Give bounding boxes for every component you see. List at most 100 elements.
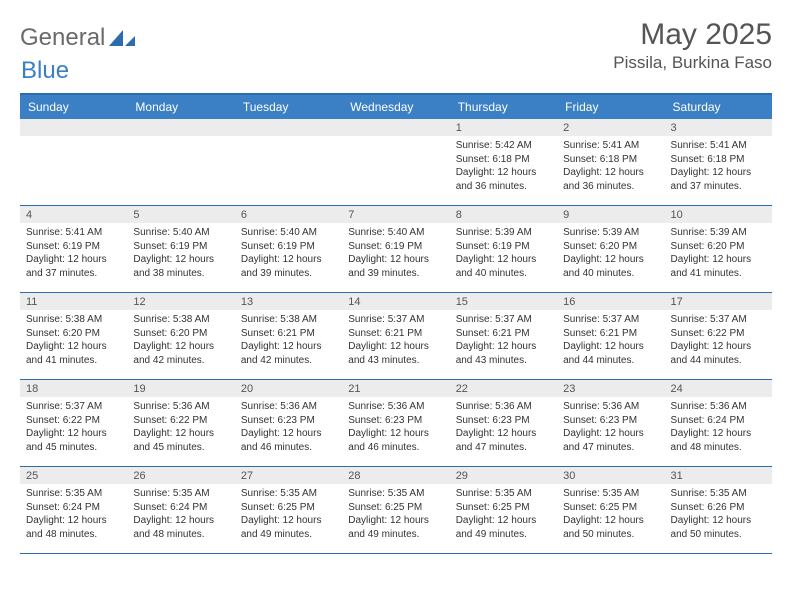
day-number: 8 — [450, 206, 557, 223]
sunrise-line: Sunrise: 5:35 AM — [671, 487, 766, 501]
sunrise-line: Sunrise: 5:37 AM — [456, 313, 551, 327]
day-number: 5 — [127, 206, 234, 223]
daylight-line: Daylight: 12 hours and 36 minutes. — [563, 166, 658, 193]
day-number: 15 — [450, 293, 557, 310]
day-cell: 21Sunrise: 5:36 AMSunset: 6:23 PMDayligh… — [342, 380, 449, 466]
sunrise-line: Sunrise: 5:36 AM — [563, 400, 658, 414]
day-number: 16 — [557, 293, 664, 310]
sunset-line: Sunset: 6:19 PM — [348, 240, 443, 254]
day-number: 10 — [665, 206, 772, 223]
sunset-line: Sunset: 6:22 PM — [26, 414, 121, 428]
day-number: 22 — [450, 380, 557, 397]
day-details: Sunrise: 5:40 AMSunset: 6:19 PMDaylight:… — [127, 223, 234, 284]
sunrise-line: Sunrise: 5:40 AM — [133, 226, 228, 240]
sunset-line: Sunset: 6:19 PM — [241, 240, 336, 254]
sunset-line: Sunset: 6:23 PM — [348, 414, 443, 428]
sunrise-line: Sunrise: 5:38 AM — [241, 313, 336, 327]
daylight-line: Daylight: 12 hours and 47 minutes. — [456, 427, 551, 454]
sunset-line: Sunset: 6:23 PM — [241, 414, 336, 428]
daylight-line: Daylight: 12 hours and 38 minutes. — [133, 253, 228, 280]
week-row: 1Sunrise: 5:42 AMSunset: 6:18 PMDaylight… — [20, 119, 772, 206]
daylight-line: Daylight: 12 hours and 47 minutes. — [563, 427, 658, 454]
day-number: 26 — [127, 467, 234, 484]
day-cell — [235, 119, 342, 205]
sunset-line: Sunset: 6:18 PM — [671, 153, 766, 167]
daylight-line: Daylight: 12 hours and 37 minutes. — [671, 166, 766, 193]
location-label: Pissila, Burkina Faso — [613, 53, 772, 73]
daylight-line: Daylight: 12 hours and 48 minutes. — [133, 514, 228, 541]
day-cell: 11Sunrise: 5:38 AMSunset: 6:20 PMDayligh… — [20, 293, 127, 379]
daylight-line: Daylight: 12 hours and 50 minutes. — [671, 514, 766, 541]
daylight-line: Daylight: 12 hours and 49 minutes. — [348, 514, 443, 541]
day-number — [235, 119, 342, 136]
day-cell: 13Sunrise: 5:38 AMSunset: 6:21 PMDayligh… — [235, 293, 342, 379]
daylight-line: Daylight: 12 hours and 42 minutes. — [241, 340, 336, 367]
day-number: 29 — [450, 467, 557, 484]
daylight-line: Daylight: 12 hours and 50 minutes. — [563, 514, 658, 541]
sunset-line: Sunset: 6:22 PM — [133, 414, 228, 428]
weekday-header: Tuesday — [235, 95, 342, 119]
sunrise-line: Sunrise: 5:36 AM — [671, 400, 766, 414]
sunrise-line: Sunrise: 5:42 AM — [456, 139, 551, 153]
day-number: 19 — [127, 380, 234, 397]
day-cell: 14Sunrise: 5:37 AMSunset: 6:21 PMDayligh… — [342, 293, 449, 379]
day-details: Sunrise: 5:41 AMSunset: 6:18 PMDaylight:… — [557, 136, 664, 197]
daylight-line: Daylight: 12 hours and 43 minutes. — [348, 340, 443, 367]
day-details: Sunrise: 5:37 AMSunset: 6:22 PMDaylight:… — [20, 397, 127, 458]
sunset-line: Sunset: 6:26 PM — [671, 501, 766, 515]
sunrise-line: Sunrise: 5:40 AM — [348, 226, 443, 240]
sunrise-line: Sunrise: 5:37 AM — [26, 400, 121, 414]
sunrise-line: Sunrise: 5:36 AM — [133, 400, 228, 414]
weekday-header: Sunday — [20, 95, 127, 119]
day-details: Sunrise: 5:39 AMSunset: 6:19 PMDaylight:… — [450, 223, 557, 284]
sunrise-line: Sunrise: 5:39 AM — [563, 226, 658, 240]
day-cell: 18Sunrise: 5:37 AMSunset: 6:22 PMDayligh… — [20, 380, 127, 466]
sunset-line: Sunset: 6:20 PM — [26, 327, 121, 341]
sunrise-line: Sunrise: 5:35 AM — [348, 487, 443, 501]
sunset-line: Sunset: 6:21 PM — [348, 327, 443, 341]
sunset-line: Sunset: 6:21 PM — [563, 327, 658, 341]
calendar-grid: SundayMondayTuesdayWednesdayThursdayFrid… — [20, 93, 772, 554]
sunrise-line: Sunrise: 5:35 AM — [241, 487, 336, 501]
day-number: 2 — [557, 119, 664, 136]
sunrise-line: Sunrise: 5:35 AM — [133, 487, 228, 501]
sunset-line: Sunset: 6:23 PM — [456, 414, 551, 428]
day-cell: 24Sunrise: 5:36 AMSunset: 6:24 PMDayligh… — [665, 380, 772, 466]
day-cell: 9Sunrise: 5:39 AMSunset: 6:20 PMDaylight… — [557, 206, 664, 292]
day-number: 12 — [127, 293, 234, 310]
daylight-line: Daylight: 12 hours and 43 minutes. — [456, 340, 551, 367]
daylight-line: Daylight: 12 hours and 42 minutes. — [133, 340, 228, 367]
day-cell: 17Sunrise: 5:37 AMSunset: 6:22 PMDayligh… — [665, 293, 772, 379]
day-details: Sunrise: 5:42 AMSunset: 6:18 PMDaylight:… — [450, 136, 557, 197]
day-number: 24 — [665, 380, 772, 397]
day-details: Sunrise: 5:35 AMSunset: 6:24 PMDaylight:… — [127, 484, 234, 545]
daylight-line: Daylight: 12 hours and 39 minutes. — [348, 253, 443, 280]
daylight-line: Daylight: 12 hours and 46 minutes. — [241, 427, 336, 454]
sunrise-line: Sunrise: 5:40 AM — [241, 226, 336, 240]
sunrise-line: Sunrise: 5:39 AM — [456, 226, 551, 240]
day-details: Sunrise: 5:38 AMSunset: 6:20 PMDaylight:… — [127, 310, 234, 371]
day-details: Sunrise: 5:37 AMSunset: 6:21 PMDaylight:… — [557, 310, 664, 371]
day-cell: 1Sunrise: 5:42 AMSunset: 6:18 PMDaylight… — [450, 119, 557, 205]
day-cell: 16Sunrise: 5:37 AMSunset: 6:21 PMDayligh… — [557, 293, 664, 379]
week-row: 25Sunrise: 5:35 AMSunset: 6:24 PMDayligh… — [20, 467, 772, 554]
day-details: Sunrise: 5:36 AMSunset: 6:24 PMDaylight:… — [665, 397, 772, 458]
day-number: 25 — [20, 467, 127, 484]
day-details: Sunrise: 5:35 AMSunset: 6:25 PMDaylight:… — [557, 484, 664, 545]
day-cell — [342, 119, 449, 205]
logo-text-1: General — [20, 24, 105, 52]
sunset-line: Sunset: 6:24 PM — [671, 414, 766, 428]
day-cell: 28Sunrise: 5:35 AMSunset: 6:25 PMDayligh… — [342, 467, 449, 553]
week-row: 11Sunrise: 5:38 AMSunset: 6:20 PMDayligh… — [20, 293, 772, 380]
daylight-line: Daylight: 12 hours and 48 minutes. — [26, 514, 121, 541]
day-details: Sunrise: 5:36 AMSunset: 6:22 PMDaylight:… — [127, 397, 234, 458]
sunset-line: Sunset: 6:24 PM — [133, 501, 228, 515]
month-title: May 2025 — [613, 18, 772, 51]
day-number: 31 — [665, 467, 772, 484]
day-cell: 10Sunrise: 5:39 AMSunset: 6:20 PMDayligh… — [665, 206, 772, 292]
day-number — [127, 119, 234, 136]
sunrise-line: Sunrise: 5:36 AM — [456, 400, 551, 414]
day-details: Sunrise: 5:35 AMSunset: 6:25 PMDaylight:… — [342, 484, 449, 545]
day-number: 7 — [342, 206, 449, 223]
day-details: Sunrise: 5:36 AMSunset: 6:23 PMDaylight:… — [235, 397, 342, 458]
